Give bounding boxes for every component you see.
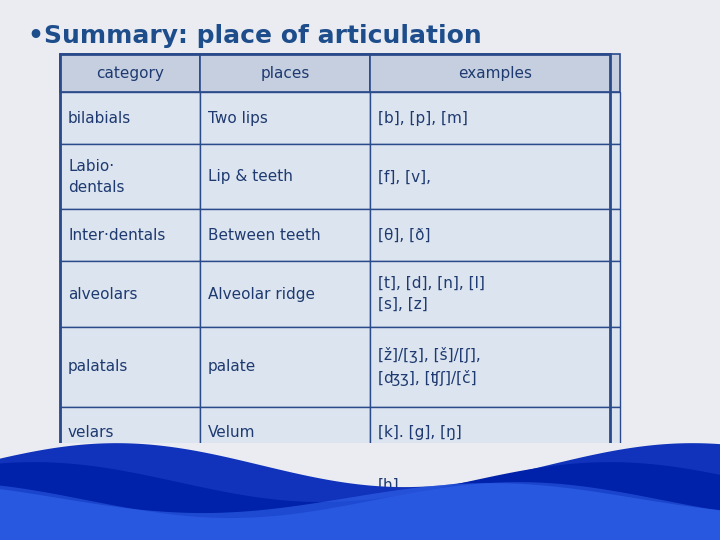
Text: [h]: [h] bbox=[378, 477, 400, 492]
FancyBboxPatch shape bbox=[370, 261, 620, 327]
Text: places: places bbox=[261, 66, 310, 80]
FancyBboxPatch shape bbox=[370, 54, 620, 92]
Text: palate: palate bbox=[208, 359, 256, 374]
FancyBboxPatch shape bbox=[60, 327, 200, 407]
Text: examples: examples bbox=[458, 66, 532, 80]
Polygon shape bbox=[0, 443, 720, 540]
FancyBboxPatch shape bbox=[60, 407, 200, 459]
Text: alveolars: alveolars bbox=[68, 287, 138, 301]
Polygon shape bbox=[0, 462, 720, 540]
Text: velars: velars bbox=[68, 426, 114, 440]
Text: Lip & teeth: Lip & teeth bbox=[208, 170, 293, 184]
FancyBboxPatch shape bbox=[370, 144, 620, 210]
Text: Between teeth: Between teeth bbox=[208, 228, 320, 243]
Polygon shape bbox=[0, 482, 720, 540]
FancyBboxPatch shape bbox=[200, 327, 370, 407]
Polygon shape bbox=[0, 483, 720, 540]
Text: category: category bbox=[96, 66, 164, 80]
Text: Alveolar ridge: Alveolar ridge bbox=[208, 287, 315, 301]
FancyBboxPatch shape bbox=[200, 92, 370, 144]
FancyBboxPatch shape bbox=[200, 54, 370, 92]
FancyBboxPatch shape bbox=[200, 261, 370, 327]
FancyBboxPatch shape bbox=[200, 144, 370, 210]
FancyBboxPatch shape bbox=[200, 459, 370, 511]
Text: [b], [p], [m]: [b], [p], [m] bbox=[378, 111, 468, 126]
FancyBboxPatch shape bbox=[60, 261, 200, 327]
Text: [θ], [ð]: [θ], [ð] bbox=[378, 228, 431, 243]
FancyBboxPatch shape bbox=[60, 459, 200, 511]
FancyBboxPatch shape bbox=[60, 144, 200, 210]
Text: Inter·dentals: Inter·dentals bbox=[68, 228, 166, 243]
Text: •Summary: place of articulation: •Summary: place of articulation bbox=[28, 24, 482, 48]
FancyBboxPatch shape bbox=[370, 407, 620, 459]
Text: [k]. [g], [ŋ]: [k]. [g], [ŋ] bbox=[378, 426, 462, 440]
FancyBboxPatch shape bbox=[370, 459, 620, 511]
Text: Labio·
dentals: Labio· dentals bbox=[68, 159, 125, 195]
FancyBboxPatch shape bbox=[60, 54, 200, 92]
FancyBboxPatch shape bbox=[200, 210, 370, 261]
FancyBboxPatch shape bbox=[200, 407, 370, 459]
FancyBboxPatch shape bbox=[370, 210, 620, 261]
FancyBboxPatch shape bbox=[60, 92, 200, 144]
FancyBboxPatch shape bbox=[370, 327, 620, 407]
Text: [f], [v],: [f], [v], bbox=[378, 170, 431, 184]
Text: glottals: glottals bbox=[68, 477, 125, 492]
Text: [ž]/[ʒ], [š]/[ʃ],
[ʤʒ], [ʧʃ]/[č]: [ž]/[ʒ], [š]/[ʃ], [ʤʒ], [ʧʃ]/[č] bbox=[378, 347, 481, 386]
Text: Two lips: Two lips bbox=[208, 111, 268, 126]
Text: glottis: glottis bbox=[208, 477, 256, 492]
Text: bilabials: bilabials bbox=[68, 111, 131, 126]
Text: Velum: Velum bbox=[208, 426, 256, 440]
FancyBboxPatch shape bbox=[370, 92, 620, 144]
Text: [t], [d], [n], [l]
[s], [z]: [t], [d], [n], [l] [s], [z] bbox=[378, 276, 485, 312]
Text: palatals: palatals bbox=[68, 359, 128, 374]
FancyBboxPatch shape bbox=[60, 210, 200, 261]
